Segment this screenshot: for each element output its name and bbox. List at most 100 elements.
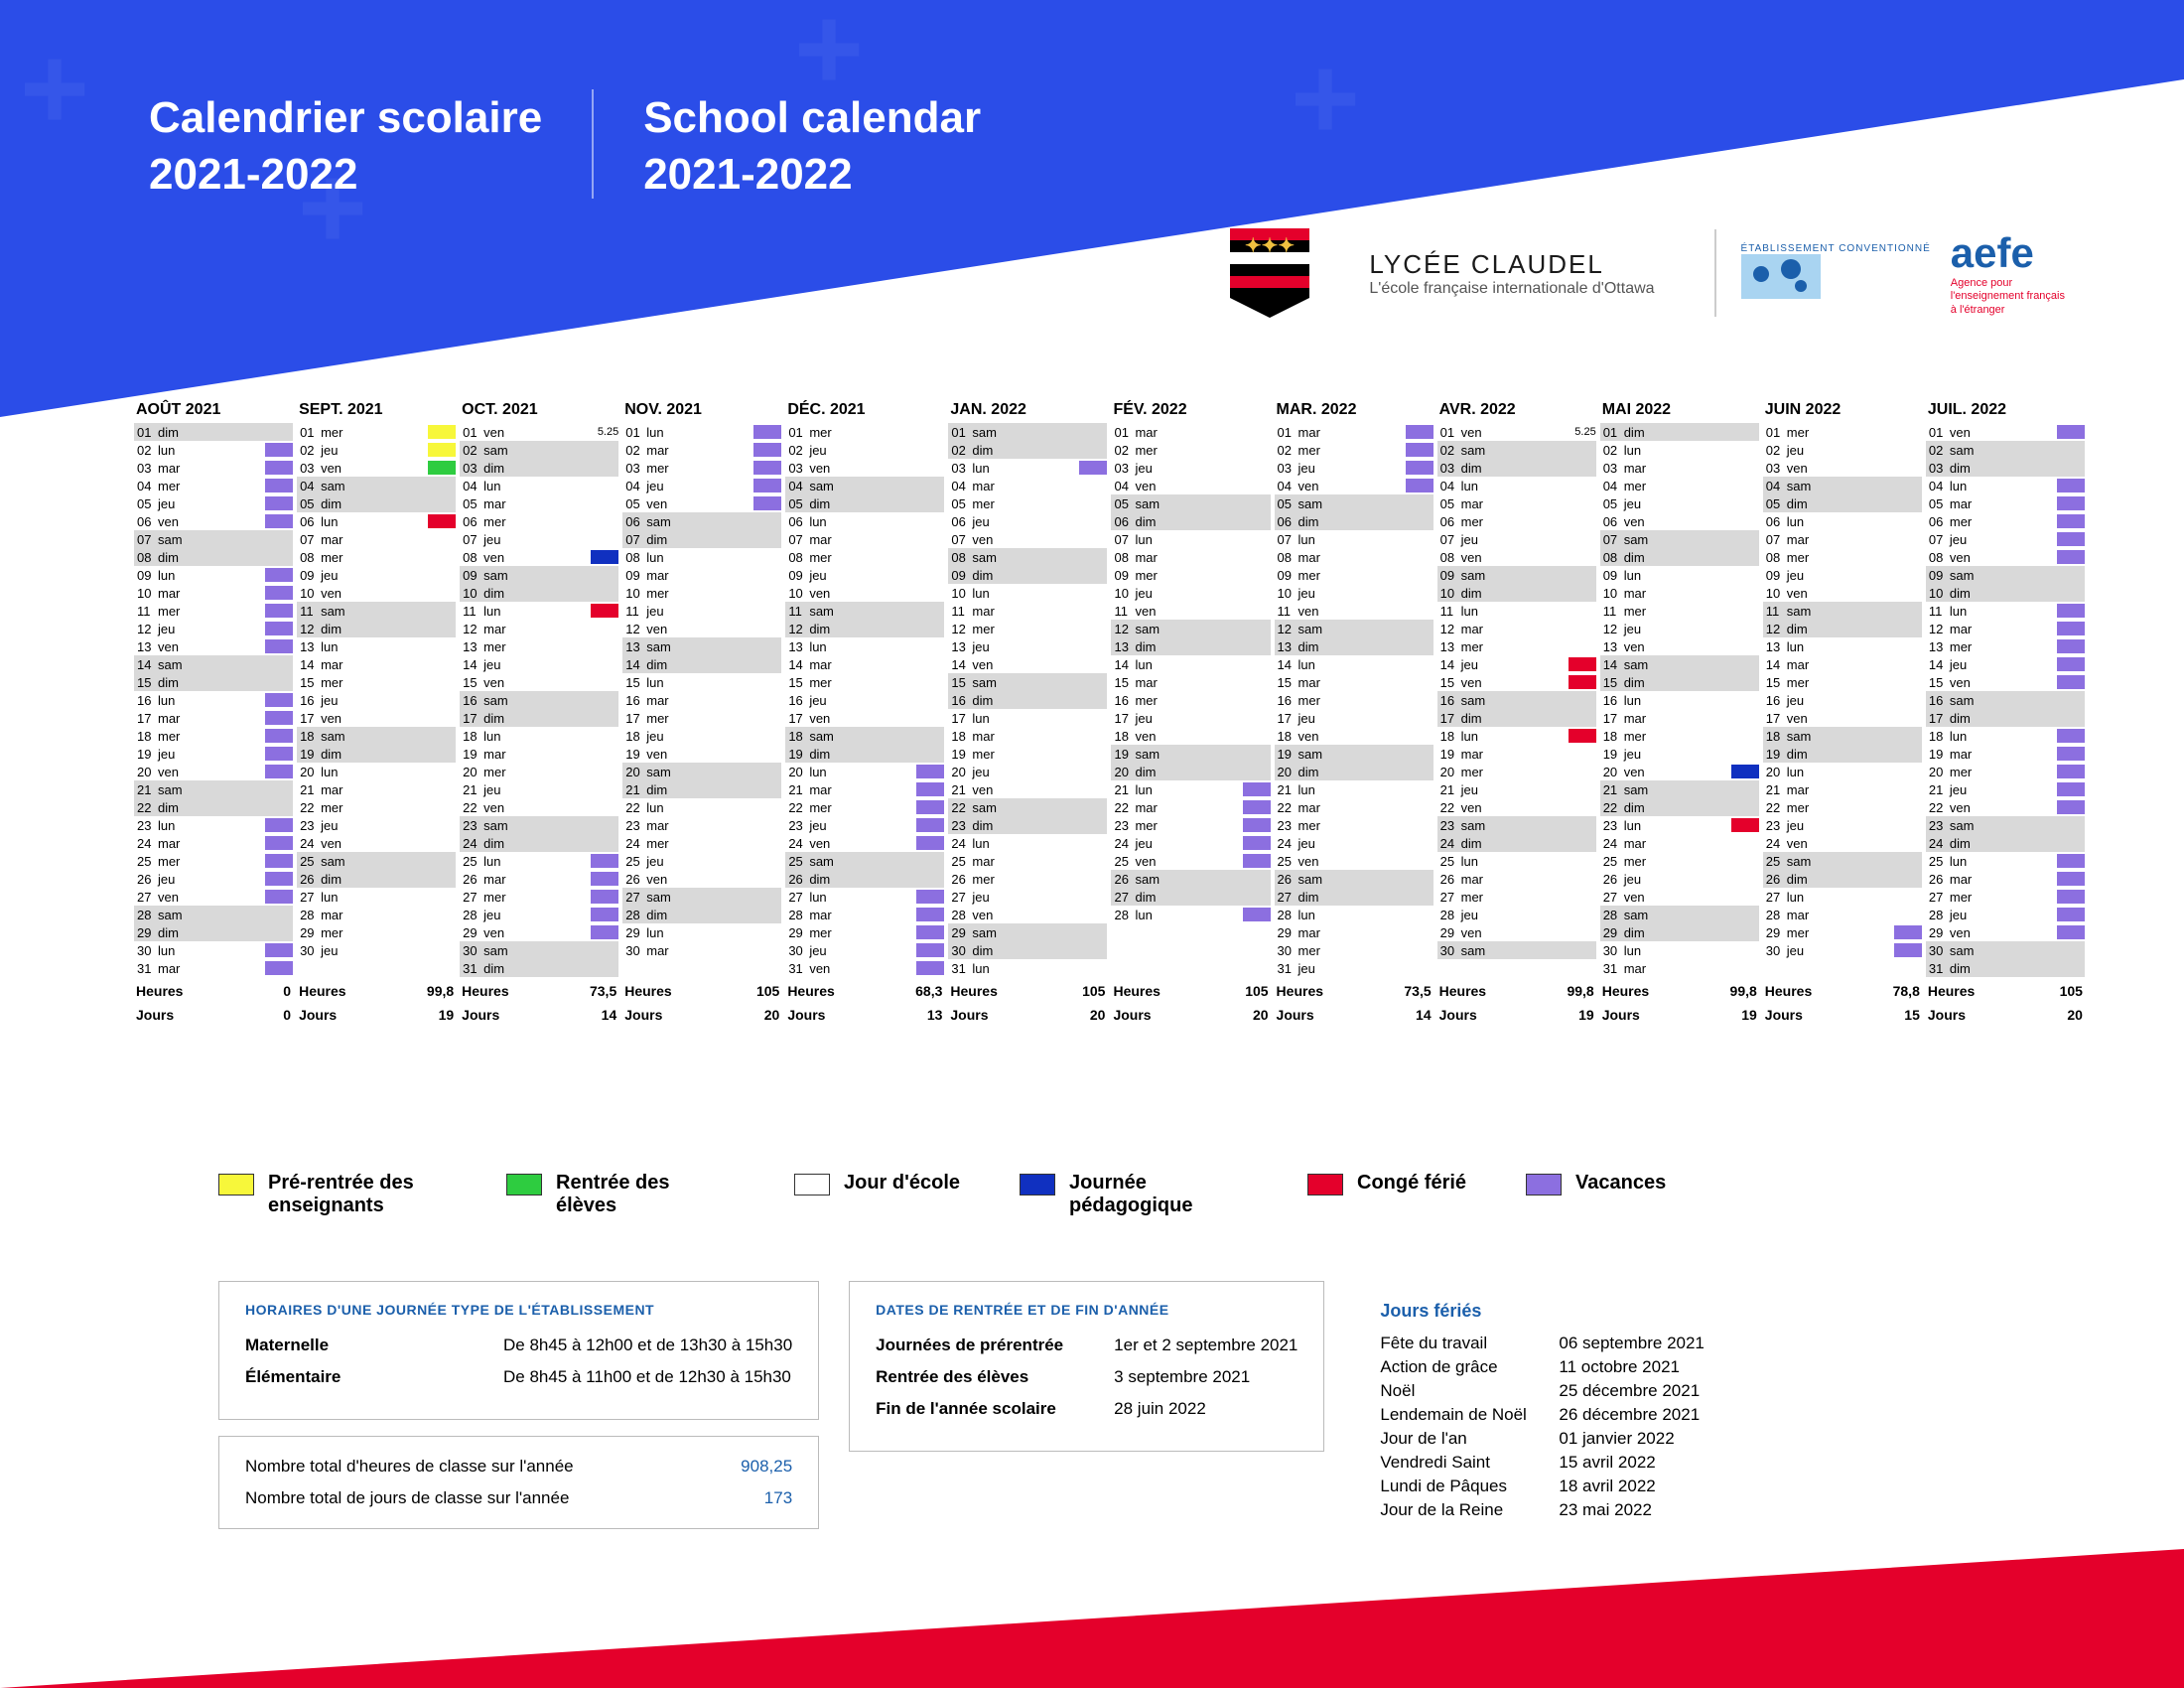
day-row: 13lun	[297, 637, 456, 655]
day-name: sam	[319, 729, 456, 744]
day-row: 04sam	[1763, 477, 1922, 494]
day-name: sam	[644, 514, 781, 529]
day-row: 05dim	[1763, 494, 1922, 512]
day-number: 10	[948, 586, 970, 601]
day-row: 19jeu	[134, 745, 293, 763]
day-row: 30mer	[1275, 941, 1433, 959]
day-row: 20mer	[1437, 763, 1596, 780]
day-mark	[2057, 496, 2085, 510]
day-number: 13	[1763, 639, 1785, 654]
day-name: mar	[1133, 550, 1270, 565]
day-row: 02sam	[1926, 441, 2085, 459]
day-row: 31dim	[460, 959, 618, 977]
month-hours: Heures105	[1926, 977, 2085, 1005]
date-row: Journées de prérentrée1er et 2 septembre…	[876, 1336, 1297, 1355]
day-name: sam	[807, 729, 944, 744]
day-number: 18	[1763, 729, 1785, 744]
day-number: 01	[1926, 425, 1948, 440]
day-row: 03dim	[1926, 459, 2085, 477]
day-name: jeu	[1133, 461, 1270, 476]
day-number: 08	[297, 550, 319, 565]
day-name: mar	[1297, 675, 1433, 690]
day-name: sam	[1948, 568, 2085, 583]
day-number: 09	[1437, 568, 1459, 583]
day-row: 05mar	[460, 494, 618, 512]
schedule-row: MaternelleDe 8h45 à 12h00 et de 13h30 à …	[245, 1336, 792, 1355]
day-name: lun	[1948, 604, 2057, 619]
holiday-label: Jour de la Reine	[1380, 1500, 1559, 1520]
day-number: 06	[622, 514, 644, 529]
day-row: 06lun	[297, 512, 456, 530]
day-number: 13	[622, 639, 644, 654]
day-row: 05ven	[622, 494, 781, 512]
day-number: 16	[1600, 693, 1622, 708]
day-row: 23jeu	[297, 816, 456, 834]
day-row: 28mar	[785, 906, 944, 923]
day-row: 21jeu	[1437, 780, 1596, 798]
day-row: 29ven	[460, 923, 618, 941]
day-number: 28	[1600, 908, 1622, 922]
day-name: jeu	[1297, 961, 1433, 976]
day-row: 03ven	[785, 459, 944, 477]
day-row: 01mar	[1275, 423, 1433, 441]
day-row: 20jeu	[948, 763, 1107, 780]
day-name: ven	[644, 496, 753, 511]
day-row: 21jeu	[460, 780, 618, 798]
day-row: 22ven	[460, 798, 618, 816]
day-name: lun	[807, 765, 916, 779]
day-name: mar	[1133, 800, 1242, 815]
day-number: 04	[785, 479, 807, 493]
day-row: 09lun	[134, 566, 293, 584]
day-number: 08	[948, 550, 970, 565]
day-row: 02jeu	[1763, 441, 1922, 459]
day-number: 13	[1111, 639, 1133, 654]
day-row: 15dim	[134, 673, 293, 691]
day-number: 16	[297, 693, 319, 708]
day-number: 04	[1437, 479, 1459, 493]
day-row: 06mer	[1926, 512, 2085, 530]
day-name: ven	[807, 461, 944, 476]
day-number: 19	[297, 747, 319, 762]
day-name: mer	[1459, 514, 1596, 529]
day-row: 29ven	[1926, 923, 2085, 941]
day-name: lun	[481, 479, 618, 493]
legend-swatch	[794, 1174, 830, 1196]
day-number: 21	[460, 782, 481, 797]
day-number: 01	[1275, 425, 1297, 440]
day-row: 31ven	[785, 959, 944, 977]
day-number: 30	[1437, 943, 1459, 958]
day-number: 04	[622, 479, 644, 493]
day-number: 03	[1437, 461, 1459, 476]
day-number: 14	[1275, 657, 1297, 672]
day-name: mer	[1459, 890, 1596, 905]
day-number: 01	[460, 425, 481, 440]
day-name: sam	[481, 818, 618, 833]
day-number: 20	[134, 765, 156, 779]
day-number: 29	[1926, 925, 1948, 940]
day-number: 17	[460, 711, 481, 726]
day-name: mer	[807, 675, 944, 690]
day-number: 19	[1111, 747, 1133, 762]
day-row: 11mar	[948, 602, 1107, 620]
month-days: Jours13	[785, 1005, 944, 1029]
day-row: 11ven	[1111, 602, 1270, 620]
day-row: 08ven	[1437, 548, 1596, 566]
day-row: 13ven	[1600, 637, 1759, 655]
day-number: 14	[460, 657, 481, 672]
day-row: 02dim	[948, 441, 1107, 459]
day-number: 29	[948, 925, 970, 940]
day-name: lun	[1622, 568, 1759, 583]
day-number: 13	[297, 639, 319, 654]
day-number: 03	[297, 461, 319, 476]
day-row: 12dim	[297, 620, 456, 637]
day-name: dim	[156, 675, 293, 690]
day-name: mar	[970, 854, 1107, 869]
day-number: 27	[1926, 890, 1948, 905]
day-row: 13ven	[134, 637, 293, 655]
day-row: 08mer	[785, 548, 944, 566]
day-name: jeu	[1297, 711, 1433, 726]
day-row: 26dim	[1763, 870, 1922, 888]
day-number: 09	[297, 568, 319, 583]
day-row: 07jeu	[1437, 530, 1596, 548]
day-row: 14dim	[622, 655, 781, 673]
